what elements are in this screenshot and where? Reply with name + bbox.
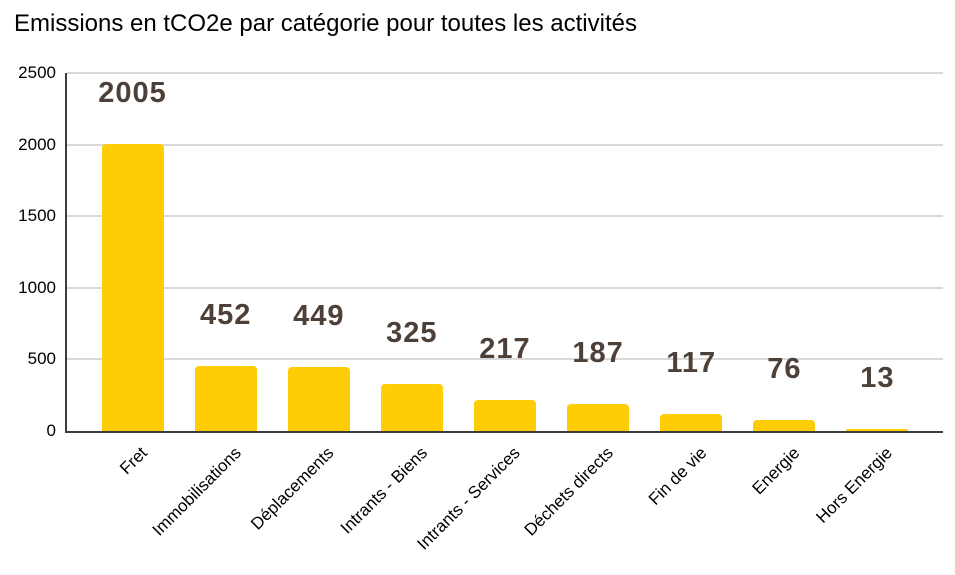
value-label-hors-energie: 13 — [860, 362, 895, 394]
y-axis-tick-label: 1000 — [18, 277, 56, 297]
x-axis-label-d-chets-directs: Déchets directs — [520, 443, 617, 540]
gridline — [67, 215, 943, 218]
x-axis-label-energie: Energie — [748, 443, 804, 499]
x-axis-label-intrants-services: Intrants - Services — [413, 443, 524, 554]
y-axis-tick-label: 2500 — [18, 63, 56, 82]
x-axis-line — [65, 431, 943, 433]
bar-fin-de-vie[interactable] — [660, 414, 723, 431]
bar-hors-energie[interactable] — [846, 429, 909, 431]
bar-fret[interactable] — [101, 144, 164, 431]
value-label-immobilisations: 452 — [199, 299, 252, 331]
y-axis-line — [65, 73, 67, 433]
y-axis-tick-label: 500 — [27, 349, 56, 369]
x-axis-label-fret: Fret — [116, 443, 152, 479]
bar-intrants-biens[interactable] — [380, 384, 443, 431]
value-label-energie: 76 — [767, 353, 802, 385]
value-label-d-placements: 449 — [293, 300, 345, 332]
gridline — [67, 358, 943, 361]
y-axis-tick-label: 2000 — [18, 134, 56, 154]
bar-energie[interactable] — [753, 420, 816, 431]
x-axis-label-immobilisations: Immobilisations — [148, 443, 245, 540]
gridline — [67, 143, 943, 146]
value-label-d-chets-directs: 187 — [572, 337, 624, 369]
bar-intrants-services[interactable] — [474, 400, 536, 431]
value-label-fret: 2005 — [98, 77, 167, 109]
x-axis-label-fin-de-vie: Fin de vie — [644, 443, 710, 509]
x-axis-label-intrants-biens: Intrants - Biens — [336, 443, 431, 538]
bar-d-chets-directs[interactable] — [567, 404, 630, 431]
gridline — [67, 286, 943, 289]
value-label-intrants-services: 217 — [479, 333, 531, 365]
y-axis-tick-label: 0 — [46, 421, 56, 440]
x-axis-label-hors-energie: Hors Energie — [812, 443, 897, 527]
y-axis-tick-label: 1500 — [18, 206, 56, 226]
value-label-intrants-biens: 325 — [386, 317, 438, 349]
bar-immobilisations[interactable] — [194, 366, 257, 431]
bar-d-placements[interactable] — [287, 367, 350, 431]
gridline — [67, 72, 943, 74]
value-label-fin-de-vie: 117 — [666, 347, 717, 379]
chart-title: Emissions en tCO2e par catégorie pour to… — [14, 10, 637, 37]
x-axis-label-d-placements: Déplacements — [247, 443, 338, 534]
